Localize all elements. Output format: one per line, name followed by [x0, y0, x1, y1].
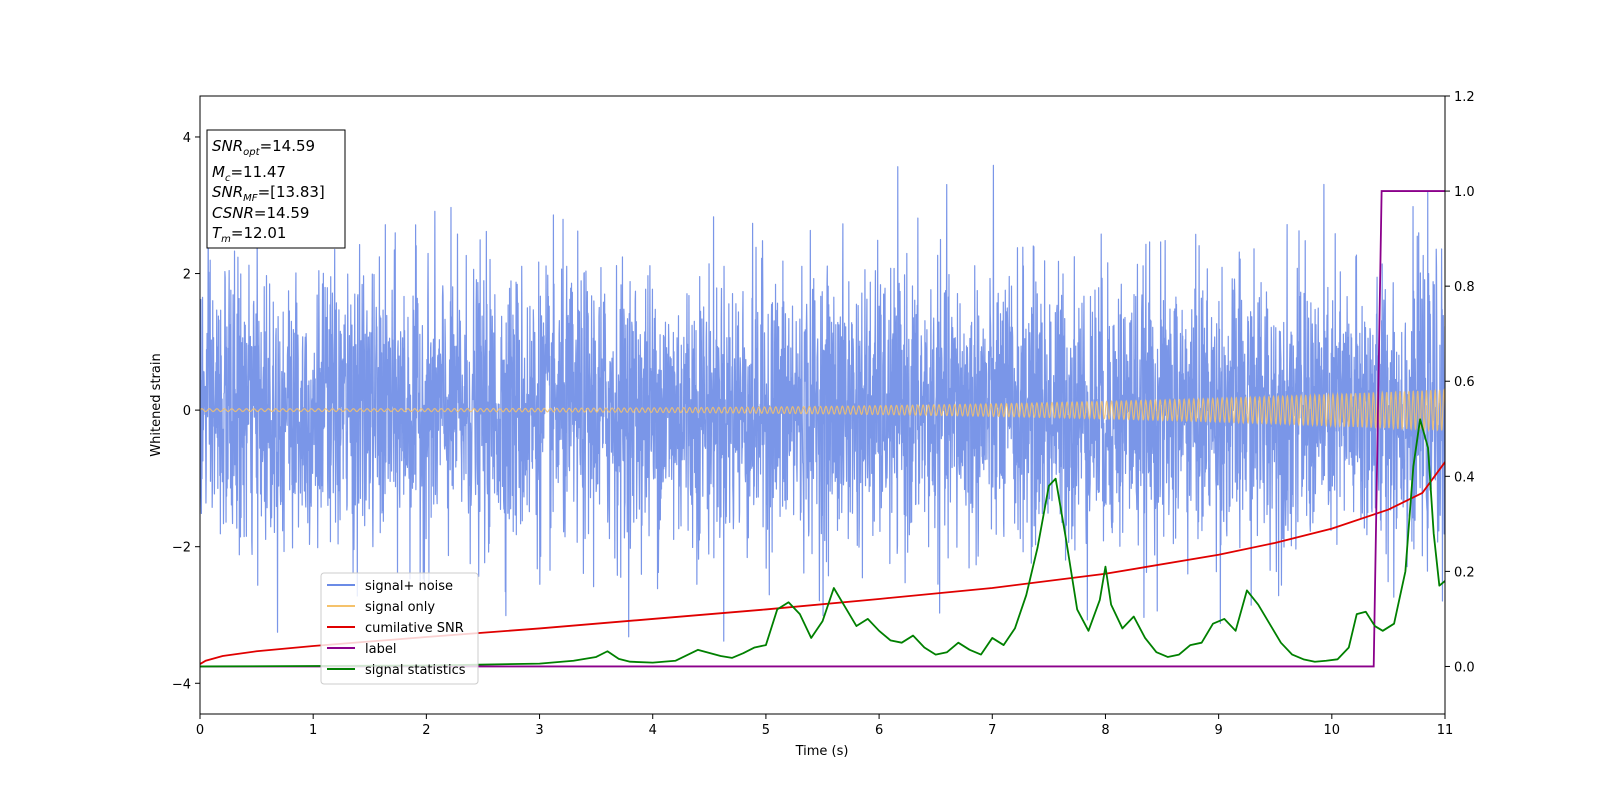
legend-label-cumilative-snr: cumilative SNR — [365, 621, 464, 636]
y-left-tick-label: 4 — [183, 131, 191, 146]
x-tick-label: 8 — [1101, 723, 1109, 738]
annotation-mc: Mc=11.47 — [212, 163, 286, 184]
legend-entry-cumilative-snr: cumilative SNR — [327, 621, 464, 636]
series-line-cumilative-snr — [200, 461, 1445, 665]
legend: signal+ noise signal only cumilative SNR… — [320, 572, 479, 685]
legend-entry-signal-noise: signal+ noise — [327, 579, 453, 594]
y-left-tick-label: 0 — [183, 404, 191, 419]
x-tick-label: 7 — [988, 723, 996, 738]
annotation-snr-mf: SNRMF=[13.83] — [212, 183, 325, 204]
plot-frame — [199, 95, 1446, 715]
x-tick-label: 11 — [1437, 723, 1454, 738]
x-tick-label: 0 — [196, 723, 204, 738]
legend-frame — [320, 572, 479, 685]
x-tick-label: 5 — [762, 723, 770, 738]
series-line-label — [200, 190, 1445, 668]
x-tick-label: 4 — [649, 723, 657, 738]
y-left-tick-label: 2 — [183, 268, 191, 283]
x-tick-label: 3 — [535, 723, 543, 738]
legend-entry-signal-statistics: signal statistics — [327, 663, 466, 678]
annotation-box: SNRopt=14.59 Mc=11.47 SNRMF=[13.83] CSNR… — [206, 129, 346, 249]
y-right-tick-label: 0.2 — [1454, 565, 1475, 580]
y-axis-label: Whitened strain — [149, 353, 164, 456]
legend-entry-label: label — [327, 642, 396, 657]
annotation-tm: Tm=12.01 — [212, 224, 286, 245]
annotation-snr-opt: SNRopt=14.59 — [212, 137, 315, 158]
x-axis-ticks: 0 1 2 3 4 5 6 7 8 9 10 11 — [196, 714, 1453, 738]
series-line-signal-noise — [200, 164, 1445, 642]
y-axis-left-ticks: −4 −2 0 2 4 — [172, 131, 200, 692]
x-tick-label: 6 — [875, 723, 883, 738]
x-tick-label: 10 — [1324, 723, 1341, 738]
legend-label-label: label — [365, 642, 396, 657]
legend-label-signal-only: signal only — [365, 600, 435, 615]
legend-entry-signal-only: signal only — [327, 600, 435, 615]
annotation-csnr: CSNR=14.59 — [212, 204, 309, 222]
legend-label-signal-statistics: signal statistics — [365, 663, 466, 678]
annotation-box-frame — [206, 129, 346, 249]
legend-label-signal-noise: signal+ noise — [365, 579, 453, 594]
x-axis-label: Time (s) — [795, 744, 849, 759]
series-line-signal-only — [200, 388, 1445, 433]
y-right-tick-label: 1.0 — [1454, 185, 1475, 200]
x-tick-label: 1 — [309, 723, 317, 738]
y-axis-right-ticks: 0.0 0.2 0.4 0.6 0.8 1.0 1.2 — [1445, 90, 1475, 675]
y-right-tick-label: 1.2 — [1454, 90, 1475, 105]
y-right-tick-label: 0.6 — [1454, 375, 1475, 390]
y-left-tick-label: −2 — [172, 541, 191, 556]
y-right-tick-label: 0.4 — [1454, 470, 1475, 485]
x-tick-label: 2 — [422, 723, 430, 738]
plot-area — [200, 164, 1445, 668]
x-tick-label: 9 — [1214, 723, 1222, 738]
y-left-tick-label: −4 — [172, 677, 191, 692]
y-right-tick-label: 0.0 — [1454, 660, 1475, 675]
y-right-tick-label: 0.8 — [1454, 280, 1475, 295]
series-line-signal-statistics — [200, 418, 1445, 668]
